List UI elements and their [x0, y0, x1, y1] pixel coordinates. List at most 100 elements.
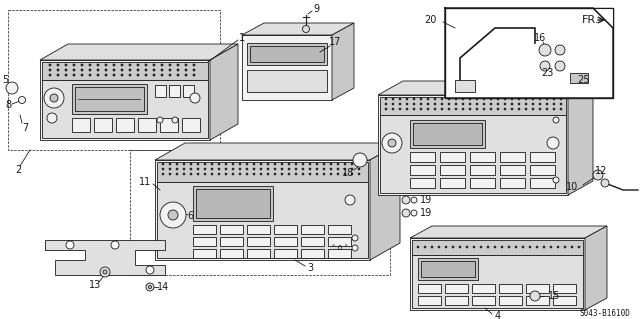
Polygon shape	[40, 60, 210, 140]
Circle shape	[309, 168, 311, 170]
Circle shape	[211, 163, 213, 165]
Circle shape	[183, 173, 185, 175]
Circle shape	[153, 74, 155, 76]
Circle shape	[288, 163, 290, 165]
Bar	[418, 284, 441, 293]
Bar	[500, 152, 525, 162]
Circle shape	[260, 163, 262, 165]
Circle shape	[476, 103, 478, 105]
Bar	[526, 284, 549, 293]
Bar	[157, 162, 368, 182]
Circle shape	[406, 108, 408, 110]
Circle shape	[183, 168, 185, 170]
Circle shape	[211, 173, 213, 175]
Bar	[470, 178, 495, 188]
Circle shape	[97, 74, 99, 76]
Bar	[169, 85, 180, 97]
Bar	[328, 237, 351, 246]
Text: 5: 5	[2, 75, 8, 85]
Bar	[157, 182, 368, 258]
Polygon shape	[410, 238, 585, 310]
Circle shape	[253, 173, 255, 175]
Circle shape	[316, 163, 318, 165]
Text: 16: 16	[534, 33, 546, 43]
Bar	[42, 80, 208, 138]
Circle shape	[553, 177, 559, 183]
Circle shape	[546, 103, 548, 105]
Bar	[247, 225, 270, 234]
Bar	[410, 120, 485, 148]
Circle shape	[532, 108, 534, 110]
Circle shape	[546, 98, 548, 100]
Bar	[193, 237, 216, 246]
Bar	[182, 118, 200, 132]
Circle shape	[81, 69, 83, 71]
Circle shape	[148, 286, 152, 288]
Polygon shape	[568, 81, 593, 195]
Circle shape	[57, 74, 59, 76]
Circle shape	[65, 74, 67, 76]
Circle shape	[169, 168, 171, 170]
Circle shape	[560, 103, 562, 105]
Text: 18: 18	[342, 168, 354, 178]
Circle shape	[253, 168, 255, 170]
Circle shape	[546, 108, 548, 110]
Circle shape	[111, 241, 119, 249]
Polygon shape	[585, 226, 607, 310]
Circle shape	[420, 108, 422, 110]
Circle shape	[351, 173, 353, 175]
Circle shape	[183, 163, 185, 165]
Polygon shape	[370, 143, 400, 260]
Bar	[526, 296, 549, 305]
Circle shape	[337, 163, 339, 165]
Circle shape	[564, 246, 566, 248]
Circle shape	[50, 94, 58, 102]
Circle shape	[504, 98, 506, 100]
Circle shape	[525, 103, 527, 105]
Circle shape	[539, 44, 551, 56]
Circle shape	[382, 133, 402, 153]
Circle shape	[518, 103, 520, 105]
Bar	[301, 225, 324, 234]
Circle shape	[153, 69, 155, 71]
Circle shape	[113, 64, 115, 66]
Circle shape	[455, 108, 457, 110]
Circle shape	[172, 117, 178, 123]
Circle shape	[281, 163, 283, 165]
Text: FR.: FR.	[582, 15, 600, 25]
Circle shape	[113, 69, 115, 71]
Text: S043-B1610D: S043-B1610D	[579, 308, 630, 317]
Circle shape	[309, 163, 311, 165]
Circle shape	[176, 173, 178, 175]
Circle shape	[246, 173, 248, 175]
Bar	[472, 296, 495, 305]
Circle shape	[204, 168, 206, 170]
Circle shape	[392, 103, 394, 105]
Circle shape	[303, 26, 310, 33]
Circle shape	[177, 64, 179, 66]
Circle shape	[218, 168, 220, 170]
Circle shape	[145, 74, 147, 76]
Circle shape	[302, 173, 304, 175]
Circle shape	[232, 163, 234, 165]
Circle shape	[490, 108, 492, 110]
Circle shape	[511, 98, 513, 100]
Bar	[247, 237, 270, 246]
Circle shape	[497, 103, 499, 105]
Circle shape	[532, 98, 534, 100]
Circle shape	[427, 108, 429, 110]
Circle shape	[323, 168, 325, 170]
Polygon shape	[242, 23, 354, 35]
Circle shape	[260, 173, 262, 175]
Circle shape	[160, 202, 186, 228]
Circle shape	[169, 173, 171, 175]
Circle shape	[358, 163, 360, 165]
Circle shape	[103, 270, 107, 274]
Text: ° 0 °: ° 0 °	[332, 245, 348, 251]
Bar	[410, 178, 435, 188]
Polygon shape	[210, 44, 238, 140]
Circle shape	[553, 98, 555, 100]
Circle shape	[441, 103, 443, 105]
Circle shape	[529, 246, 531, 248]
Circle shape	[57, 69, 59, 71]
